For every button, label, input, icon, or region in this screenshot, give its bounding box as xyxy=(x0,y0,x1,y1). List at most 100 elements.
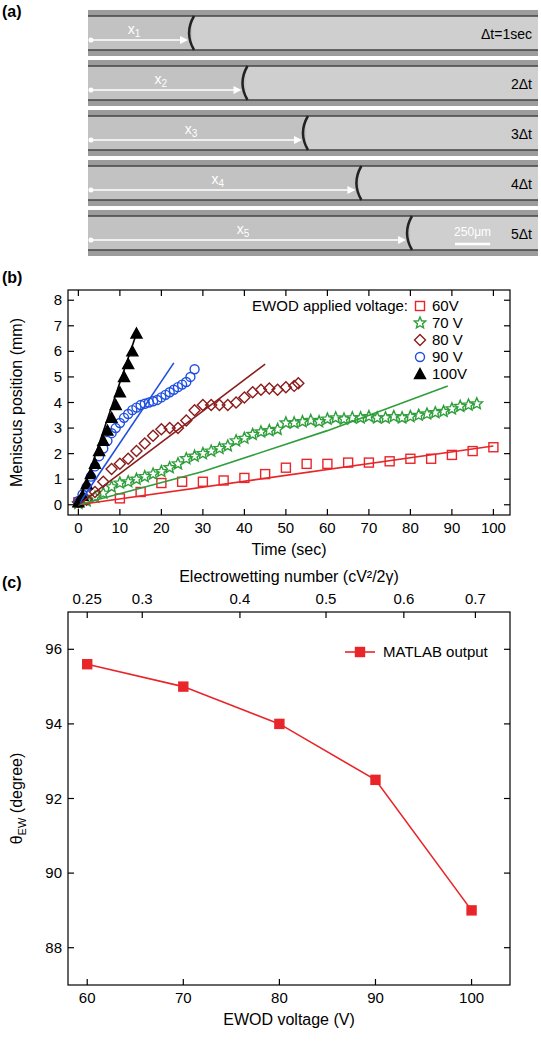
arrow xyxy=(91,39,182,41)
arrow-label-sub: 5 xyxy=(244,228,250,239)
y-tick xyxy=(68,351,74,352)
arrow-label: x4 xyxy=(211,171,224,189)
point xyxy=(454,400,465,411)
x-tick-top xyxy=(451,290,452,296)
y-tick xyxy=(68,947,74,948)
y-tick xyxy=(68,300,74,301)
x-tick xyxy=(183,979,184,985)
y-tick-right xyxy=(504,947,510,948)
point xyxy=(179,682,188,691)
point xyxy=(148,430,159,441)
y-tick-right xyxy=(504,872,510,873)
meniscus xyxy=(189,16,194,50)
y-tick-label: 92 xyxy=(45,790,62,807)
y-tick-label: 1 xyxy=(54,470,62,487)
x-tick-top xyxy=(244,290,245,296)
panel-label: (c) xyxy=(2,574,22,591)
arrow xyxy=(91,89,236,91)
legend: EWOD applied voltage:60V70 V80 V90 V100V xyxy=(252,297,467,382)
y-tick-right xyxy=(504,723,510,724)
point xyxy=(83,660,92,669)
arrow-label: x3 xyxy=(185,121,198,139)
point xyxy=(198,477,207,486)
wall xyxy=(88,215,538,217)
frame: x1Δt=1sec xyxy=(88,10,538,56)
point xyxy=(396,412,407,423)
point xyxy=(471,398,482,409)
wall xyxy=(88,65,538,67)
x2-tick-label: 0.7 xyxy=(465,590,486,607)
scale-bar-label: 250μm xyxy=(454,225,491,239)
legend-marker xyxy=(415,369,426,379)
frame: x33Δt xyxy=(88,110,538,156)
legend-marker xyxy=(415,335,426,346)
x2-tick xyxy=(403,612,404,618)
plot-frame xyxy=(68,290,510,515)
liquid xyxy=(88,66,246,100)
x-tick xyxy=(410,509,411,515)
x-tick-label: 80 xyxy=(271,989,288,1006)
x2-tick xyxy=(325,612,326,618)
x2-tick-label: 0.6 xyxy=(393,590,414,607)
x-tick xyxy=(78,509,79,515)
chart: (c)6070809010088909294960.250.30.40.50.6… xyxy=(2,568,510,1028)
x-tick-top xyxy=(410,290,411,296)
y-tick xyxy=(68,872,74,873)
x2-tick xyxy=(239,612,240,618)
x2-tick xyxy=(142,612,143,618)
point xyxy=(222,440,233,451)
y-tick-label: 3 xyxy=(54,419,62,436)
x-axis-title: EWOD voltage (V) xyxy=(223,1011,355,1028)
arrow-head xyxy=(180,36,188,44)
x-tick xyxy=(161,509,162,515)
y-tick xyxy=(68,798,74,799)
x-tick xyxy=(375,979,376,985)
legend-label: 90 V xyxy=(432,348,463,365)
plot-data xyxy=(83,660,476,915)
y-tick-right xyxy=(504,453,510,454)
x-tick xyxy=(368,509,369,515)
arrow-head xyxy=(294,136,302,144)
x-axis-title: Time (sec) xyxy=(252,541,327,558)
x-tick-label: 30 xyxy=(195,519,212,536)
x-tick-label: 60 xyxy=(79,989,96,1006)
y-tick-right xyxy=(504,427,510,428)
x-tick-label: 50 xyxy=(278,519,295,536)
y-tick-right xyxy=(504,479,510,480)
series-line xyxy=(78,333,136,504)
y-tick-label: 96 xyxy=(45,640,62,657)
y-tick-right xyxy=(504,649,510,650)
y-tick-label: 94 xyxy=(45,715,62,732)
meniscus xyxy=(243,66,248,100)
liquid xyxy=(88,16,192,50)
x-tick xyxy=(327,509,328,515)
y-tick-right xyxy=(504,376,510,377)
arrow-head xyxy=(347,186,355,194)
point xyxy=(380,412,391,423)
time-label: 5Δt xyxy=(511,226,532,242)
y-tick-right xyxy=(504,300,510,301)
arrow-label: x5 xyxy=(237,221,250,239)
arrow xyxy=(91,189,349,191)
x-tick-top xyxy=(202,290,203,296)
y-tick xyxy=(68,376,74,377)
x-tick-label: 10 xyxy=(112,519,129,536)
y-tick-label: 90 xyxy=(45,864,62,881)
y-axis-title: θEW (degree) xyxy=(8,753,28,845)
x-tick-label: 90 xyxy=(367,989,384,1006)
x-tick-label: 0 xyxy=(74,519,82,536)
y-tick-right xyxy=(504,325,510,326)
point xyxy=(421,408,432,419)
arrow-label: x2 xyxy=(154,71,167,89)
point xyxy=(123,453,134,464)
frame-bg xyxy=(88,10,538,56)
wall xyxy=(88,99,538,101)
point xyxy=(281,463,290,472)
panel-label: (a) xyxy=(2,3,22,20)
arrow-head xyxy=(398,236,406,244)
arrow-label-sub: 3 xyxy=(192,128,198,139)
y-tick-right xyxy=(504,504,510,505)
liquid xyxy=(88,166,359,200)
x-tick-top xyxy=(368,290,369,296)
x2-tick-label: 0.4 xyxy=(230,590,251,607)
